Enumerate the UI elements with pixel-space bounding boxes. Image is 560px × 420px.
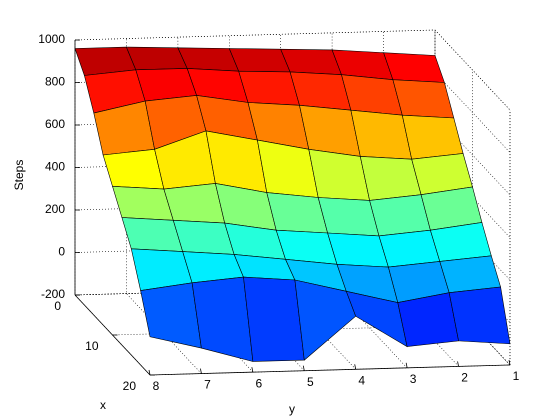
surface-face <box>121 217 184 252</box>
surface-face <box>359 156 422 201</box>
surface-face <box>317 197 380 237</box>
y-tick-label: 3 <box>410 372 417 386</box>
surface-face <box>102 148 165 190</box>
x-tick-label: 20 <box>123 379 137 393</box>
surface-face <box>378 229 441 268</box>
y-tick <box>354 364 357 370</box>
y-axis-label: y <box>289 402 295 416</box>
z-tick-label: 0 <box>58 245 65 259</box>
surface-face <box>369 194 431 237</box>
z-axis-label: Steps <box>12 160 26 191</box>
surface-face <box>392 79 455 119</box>
x-tick-label: 0 <box>54 299 61 313</box>
surface-face <box>397 292 459 347</box>
surface-face <box>112 185 174 221</box>
z-tick-label: 200 <box>45 202 65 216</box>
y-tick <box>200 368 202 374</box>
z-tick-label: 400 <box>45 160 65 174</box>
y-tick-label: 2 <box>461 371 468 385</box>
surface-face <box>125 46 188 71</box>
y-tick-label: 5 <box>307 375 314 389</box>
y-tick-label: 7 <box>204 378 211 392</box>
y-axis <box>149 364 511 376</box>
surface-face <box>448 286 511 345</box>
surface-face <box>238 70 300 106</box>
surface-face <box>172 219 235 255</box>
z-tick-label: 800 <box>45 75 65 89</box>
x-tick-label: 10 <box>85 339 99 353</box>
y-tick <box>302 365 305 371</box>
y-tick <box>457 361 459 367</box>
y-tick-label: 4 <box>358 373 365 387</box>
surface-face <box>228 48 291 73</box>
y-tick-label: 8 <box>153 379 160 393</box>
surface-face <box>163 183 226 224</box>
z-tick-label: -200 <box>41 287 65 301</box>
surface-face <box>280 48 342 76</box>
surface-face <box>243 276 305 362</box>
surface-face <box>401 114 464 160</box>
y-tick <box>148 369 151 376</box>
x-axis-label: x <box>100 398 106 412</box>
y-tick-label: 6 <box>256 376 263 390</box>
surface-face <box>439 255 501 294</box>
z-tick-label: 1000 <box>38 32 65 46</box>
surface-face <box>177 47 240 72</box>
y-tick-label: 1 <box>513 369 520 383</box>
surface-face <box>289 71 352 111</box>
surface-face <box>383 52 445 83</box>
y-tick <box>508 359 511 366</box>
surface-face <box>327 232 389 268</box>
y-tick <box>251 367 254 373</box>
z-tick-label: 600 <box>45 117 65 131</box>
y-tick <box>405 362 408 368</box>
